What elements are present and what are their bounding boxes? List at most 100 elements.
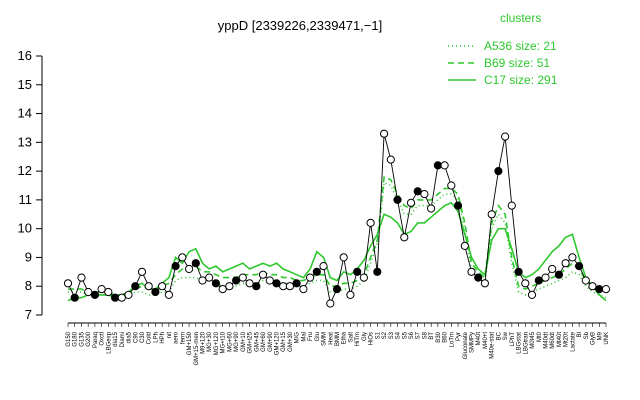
x-tick-label: Sb	[584, 331, 590, 339]
data-point	[319, 262, 328, 271]
data-point	[487, 210, 496, 219]
data-point	[205, 273, 214, 282]
x-tick-label: BT	[429, 332, 435, 340]
x-tick-label: LoTm	[449, 332, 455, 347]
legend-title: clusters	[500, 11, 541, 25]
data-point	[63, 279, 73, 288]
data-point	[548, 264, 557, 274]
data-point	[601, 285, 611, 294]
x-tick-label: M9	[597, 331, 603, 340]
data-point	[507, 201, 516, 210]
data-point	[386, 155, 395, 164]
data-point	[453, 201, 463, 210]
x-tick-label: G150	[66, 331, 72, 346]
data-point	[373, 267, 382, 276]
x-tick-label: GM+15-men	[194, 332, 200, 366]
x-tick-label: GM+60	[261, 331, 267, 352]
data-point	[393, 195, 402, 204]
data-point	[292, 279, 301, 288]
x-tick-label: Glu	[315, 332, 321, 341]
x-tick-label: dia15	[113, 331, 119, 346]
x-tick-label: GM+30	[288, 331, 294, 352]
x-tick-label: S4	[396, 331, 402, 339]
x-tick-label: MG+120	[214, 331, 220, 355]
data-point	[501, 132, 510, 141]
x-tick-label: Sw	[503, 331, 509, 340]
x-tick-label: dia5	[127, 331, 133, 343]
data-point	[265, 276, 274, 285]
x-tick-label: Mt20t	[564, 332, 570, 347]
x-tick-label: S2	[382, 331, 388, 339]
x-tick-label: LBGtran	[523, 332, 529, 354]
y-tick-label: 10	[18, 221, 32, 236]
data-point	[534, 276, 543, 285]
x-tick-label: GlyB	[591, 332, 597, 345]
data-point	[272, 279, 281, 288]
data-point	[514, 267, 523, 276]
x-tick-label: S6	[409, 331, 415, 339]
x-tick-label: Pyr	[456, 332, 462, 341]
data-point	[326, 299, 335, 308]
data-point	[554, 270, 564, 279]
data-point	[474, 273, 483, 282]
x-tick-label: GM+120	[274, 331, 280, 355]
y-axis: 7 8 9 10 11 12 13 14 15 16	[18, 48, 43, 322]
x-tick-label: S8	[422, 331, 428, 339]
data-point	[211, 279, 220, 288]
data-point	[158, 282, 167, 291]
x-tick-label: G200	[86, 331, 92, 346]
data-point	[588, 282, 597, 291]
data-point	[198, 276, 207, 285]
data-point	[440, 161, 449, 170]
x-tick-label: S5	[402, 331, 408, 339]
x-tick-label: Bl	[577, 332, 583, 337]
x-tick-label: Mal	[301, 332, 307, 342]
legend-entry-c17: C17 size: 291	[484, 73, 558, 87]
data-point	[346, 290, 355, 299]
x-tick-label: C90	[133, 331, 139, 343]
x-tick-label: M40dt	[543, 332, 549, 349]
x-tick-label: UNK	[604, 332, 610, 345]
x-tick-label: BC	[496, 331, 502, 340]
x-tick-label: nit	[167, 332, 173, 339]
x-tick-label: ferm	[180, 332, 186, 344]
x-tick-label: GM+45	[254, 331, 260, 352]
data-point	[171, 262, 180, 271]
x-tick-label: G180	[73, 331, 79, 346]
data-point	[90, 290, 100, 299]
x-tick-label: M40+t	[483, 332, 489, 349]
x-tick-label: MG+90	[234, 331, 240, 352]
x-tick-label: MG+60	[227, 331, 233, 352]
x-tick-label: Oxctl	[100, 332, 106, 346]
data-point	[312, 267, 321, 276]
data-point	[433, 161, 442, 170]
legend-entry-a536: A536 size: 21	[484, 39, 557, 53]
x-tick-label: G135	[79, 331, 85, 346]
y-tick-label: 14	[18, 106, 32, 121]
data-point	[413, 187, 422, 196]
data-point	[561, 259, 570, 268]
data-point	[218, 285, 227, 294]
data-point	[595, 285, 604, 294]
x-tick-label: LBGstat	[517, 332, 523, 354]
x-tick-label: Mt40t	[557, 332, 563, 347]
data-point	[400, 233, 409, 242]
data-point	[225, 282, 234, 291]
x-tick-label: GM+90	[268, 331, 274, 352]
data-points	[63, 129, 611, 308]
x-tick-label: C30	[140, 331, 146, 343]
x-tick-label: Gluconate	[463, 331, 469, 359]
data-point	[252, 282, 261, 291]
x-tick-label: M9+120	[201, 331, 207, 354]
x-tick-label: LPhT	[510, 332, 516, 347]
legend-entry-b69: B69 size: 51	[484, 56, 550, 70]
data-point	[185, 264, 194, 274]
data-point	[131, 282, 140, 291]
x-tick-label: M/G	[295, 332, 301, 344]
x-tick-label: Salt	[348, 332, 354, 343]
x-tick-label: GM+10	[241, 331, 247, 352]
data-point	[285, 282, 294, 291]
data-point	[164, 290, 173, 299]
data-point	[70, 293, 79, 302]
